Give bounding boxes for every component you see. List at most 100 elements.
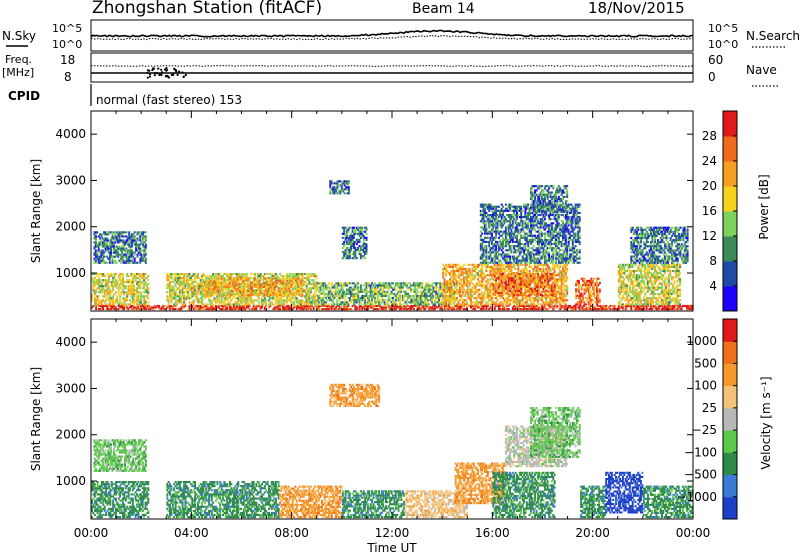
echo-cell xyxy=(235,297,238,300)
echo-cell xyxy=(235,285,238,288)
echo-cell xyxy=(224,306,227,309)
echo-cell xyxy=(122,259,125,262)
echo-cell xyxy=(226,308,229,311)
echo-cell xyxy=(690,308,693,311)
echo-cell xyxy=(143,245,146,248)
echo-cell xyxy=(315,275,318,278)
echo-cell xyxy=(103,295,106,298)
echo-cell xyxy=(143,249,146,252)
echo-cell xyxy=(98,299,100,302)
echo-cell xyxy=(244,290,247,293)
echo-cell xyxy=(128,237,131,240)
echo-cell xyxy=(265,301,268,304)
echo-cell xyxy=(169,273,171,276)
echo-cell xyxy=(358,299,361,302)
echo-cell xyxy=(134,273,137,276)
echo-cell xyxy=(174,299,177,302)
echo-cell xyxy=(117,233,120,236)
echo-cell xyxy=(286,301,289,304)
echo-cell xyxy=(258,301,261,304)
nave-point xyxy=(157,67,160,70)
echo-cell xyxy=(284,308,287,311)
echo-cell xyxy=(357,286,360,289)
echo-cell xyxy=(227,301,230,304)
echo-cell xyxy=(118,259,121,262)
echo-cell xyxy=(188,279,191,282)
echo-cell xyxy=(256,295,259,298)
echo-cell xyxy=(302,290,305,293)
echo-cell xyxy=(112,237,115,240)
echo-cell xyxy=(101,241,104,244)
echo-cell xyxy=(457,276,460,279)
echo-cell xyxy=(114,306,117,309)
echo-cell xyxy=(465,284,468,287)
echo-cell xyxy=(389,308,392,311)
echo-cell xyxy=(309,291,312,294)
echo-cell xyxy=(527,303,530,306)
echo-cell xyxy=(291,301,294,304)
nsky-panel: N.Sky 10^5 10^0 10^5 10^0 N.Search xyxy=(2,19,800,52)
echo-cell xyxy=(371,304,374,307)
echo-cell xyxy=(435,304,438,307)
echo-cell xyxy=(178,297,181,300)
echo-cell xyxy=(145,287,148,290)
echo-cell xyxy=(281,281,284,284)
echo-cell xyxy=(418,308,421,311)
echo-cell xyxy=(124,281,127,284)
echo-cell xyxy=(208,285,211,288)
echo-cell xyxy=(94,237,97,240)
echo-cell xyxy=(262,301,265,304)
echo-cell xyxy=(140,255,143,258)
echo-cell xyxy=(167,285,170,288)
echo-cell xyxy=(283,303,286,306)
echo-cell xyxy=(117,239,120,242)
echo-cell xyxy=(124,287,127,290)
echo-cell xyxy=(167,303,170,306)
echo-cell xyxy=(412,297,415,300)
echo-cell xyxy=(333,297,336,300)
echo-cell xyxy=(497,304,500,307)
echo-cell xyxy=(196,273,199,276)
echo-cell xyxy=(373,297,376,300)
echo-cell xyxy=(259,275,262,278)
echo-cell xyxy=(240,301,243,304)
echo-cell xyxy=(241,304,244,307)
echo-cell xyxy=(287,295,290,298)
echo-cell xyxy=(265,287,268,290)
echo-cell xyxy=(276,306,279,309)
echo-cell xyxy=(133,231,136,234)
echo-cell xyxy=(144,299,147,302)
echo-cell xyxy=(486,304,489,307)
echo-cell xyxy=(378,301,381,304)
echo-cell xyxy=(139,253,142,256)
echo-cell xyxy=(100,257,103,260)
echo-cell xyxy=(143,279,146,282)
echo-cell xyxy=(265,289,268,292)
echo-cell xyxy=(270,285,273,288)
echo-cell xyxy=(656,308,659,311)
echo-cell xyxy=(688,304,691,307)
echo-cell xyxy=(115,245,118,248)
echo-cell xyxy=(129,239,132,242)
echo-cell xyxy=(137,304,139,307)
echo-cell xyxy=(578,304,581,307)
echo-cell xyxy=(128,251,131,254)
echo-cell xyxy=(268,295,270,298)
echo-cell xyxy=(139,259,142,262)
echo-cell xyxy=(626,304,629,307)
echo-cell xyxy=(298,301,301,304)
echo-cell xyxy=(315,277,318,280)
echo-cell xyxy=(177,287,180,290)
echo-cell xyxy=(136,253,139,256)
echo-cell xyxy=(248,285,251,288)
echo-cell xyxy=(103,285,106,288)
echo-cell xyxy=(457,280,460,283)
echo-cell xyxy=(130,255,133,258)
echo-cell xyxy=(195,308,198,311)
echo-cell xyxy=(162,306,165,309)
echo-cell xyxy=(93,291,96,294)
echo-cell xyxy=(213,299,216,302)
echo-cell xyxy=(449,278,452,281)
nave-point xyxy=(172,73,175,76)
echo-cell xyxy=(174,308,177,311)
